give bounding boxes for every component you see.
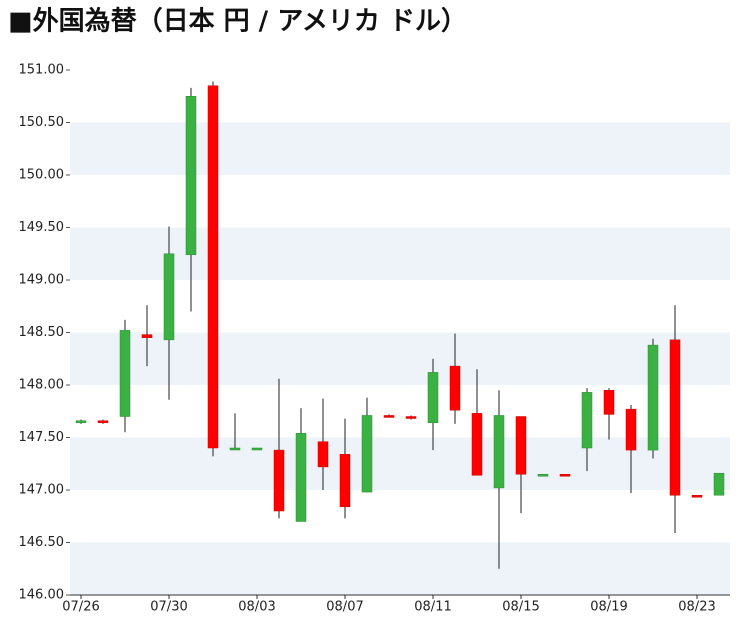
- candle-body: [603, 390, 615, 415]
- candle-body: [207, 85, 219, 449]
- candle-body: [163, 253, 175, 341]
- candle-body: [669, 339, 681, 496]
- candle-body: [97, 420, 109, 424]
- candle-body: [383, 415, 395, 418]
- candle-body: [251, 447, 263, 451]
- x-tick-label: 07/30: [150, 600, 187, 615]
- candle-body: [713, 472, 725, 496]
- y-tick-label: 147.00: [19, 483, 65, 498]
- grid-band: [70, 437, 730, 490]
- x-tick-label: 07/26: [62, 600, 99, 615]
- candle-body: [493, 415, 505, 489]
- y-tick-label: 151.00: [19, 63, 65, 78]
- x-tick-label: 08/11: [414, 600, 451, 615]
- y-tick-label: 150.50: [19, 115, 65, 130]
- y-tick-label: 149.50: [19, 220, 65, 235]
- candle-body: [581, 392, 593, 449]
- x-tick-label: 08/15: [502, 600, 539, 615]
- y-tick-label: 146.00: [19, 588, 65, 603]
- candle-body: [273, 449, 285, 512]
- candle-body: [647, 344, 659, 451]
- grid-band: [70, 227, 730, 280]
- candle-body: [471, 413, 483, 476]
- candle-body: [625, 408, 637, 451]
- y-tick-label: 150.00: [19, 168, 65, 183]
- x-tick-label: 08/19: [590, 600, 627, 615]
- candle-body: [537, 474, 549, 477]
- candle-body: [339, 454, 351, 508]
- candle-body: [141, 334, 153, 339]
- y-tick-label: 149.00: [19, 273, 65, 288]
- candle-body: [691, 495, 703, 498]
- candle-body: [185, 96, 197, 256]
- candle-body: [75, 420, 87, 424]
- chart-title: ■外国為替（日本 円 / アメリカ ドル）: [8, 7, 467, 37]
- x-tick-label: 08/07: [326, 600, 363, 615]
- y-tick-label: 148.50: [19, 325, 65, 340]
- y-tick-label: 146.50: [19, 535, 65, 550]
- candle-body: [559, 474, 571, 477]
- y-tick-label: 148.00: [19, 378, 65, 393]
- grid-band: [70, 542, 730, 595]
- grid-band: [70, 122, 730, 175]
- candle-body: [515, 416, 527, 475]
- y-tick-label: 147.50: [19, 430, 65, 445]
- candle-body: [449, 365, 461, 411]
- candle-body: [361, 415, 373, 493]
- x-tick-label: 08/23: [678, 600, 715, 615]
- candle-body: [119, 330, 131, 417]
- grid-band: [70, 332, 730, 385]
- candle-body: [427, 372, 439, 424]
- candle-body: [317, 441, 329, 468]
- candle-body: [295, 433, 307, 522]
- candle-body: [405, 416, 417, 419]
- candle-body: [229, 447, 241, 451]
- x-tick-label: 08/03: [238, 600, 275, 615]
